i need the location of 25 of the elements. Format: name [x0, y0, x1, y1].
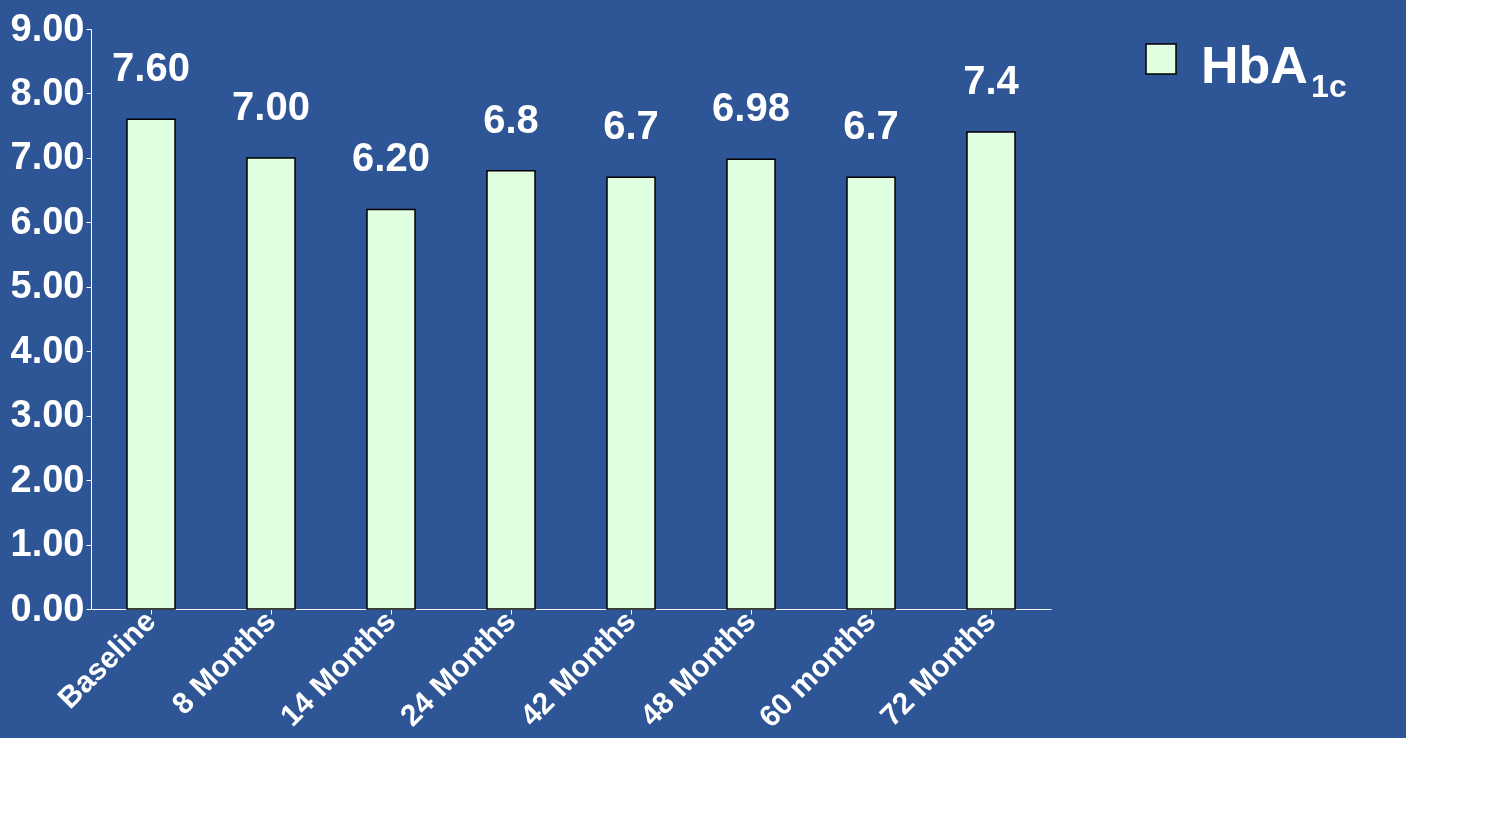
y-tick-label: 2.00	[10, 457, 85, 500]
bar	[846, 176, 896, 610]
bar	[366, 208, 416, 610]
y-tick-label: 5.00	[10, 264, 85, 307]
bar	[606, 176, 656, 610]
data-label: 6.7	[603, 103, 659, 148]
data-label: 6.20	[352, 135, 430, 180]
data-label: 7.60	[112, 45, 190, 90]
data-label: 6.7	[843, 103, 899, 148]
data-label: 6.8	[483, 96, 539, 141]
y-tick-label: 9.00	[10, 6, 85, 49]
y-tick-label: 1.00	[10, 522, 85, 565]
data-label: 7.00	[232, 83, 310, 128]
bar	[246, 157, 296, 610]
y-tick-label: 3.00	[10, 393, 85, 436]
data-label: 7.4	[963, 58, 1020, 103]
y-tick-label: 6.00	[10, 199, 85, 242]
bar	[126, 118, 176, 610]
y-tick-label: 4.00	[10, 328, 85, 371]
bar	[486, 170, 536, 610]
y-tick-label: 8.00	[10, 70, 85, 113]
data-label: 6.98	[712, 85, 790, 130]
y-tick-label: 7.00	[10, 135, 85, 178]
bar	[966, 131, 1016, 610]
bar	[726, 158, 776, 610]
